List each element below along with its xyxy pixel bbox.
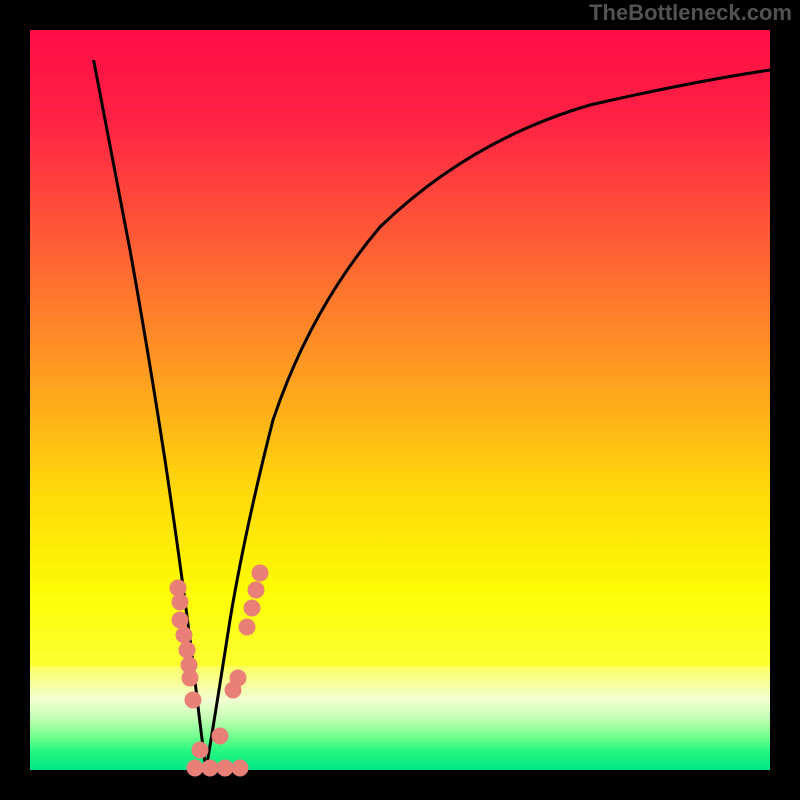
watermark-text: TheBottleneck.com: [589, 0, 792, 26]
data-marker: [192, 742, 208, 758]
data-marker: [248, 582, 264, 598]
data-marker: [182, 670, 198, 686]
data-marker: [172, 612, 188, 628]
data-marker: [232, 760, 248, 776]
data-marker: [217, 760, 233, 776]
data-marker: [244, 600, 260, 616]
data-marker: [179, 642, 195, 658]
chart-container: TheBottleneck.com: [0, 0, 800, 800]
data-marker: [230, 670, 246, 686]
yellow-band: [30, 592, 770, 666]
data-marker: [239, 619, 255, 635]
data-marker: [202, 760, 218, 776]
data-marker: [172, 594, 188, 610]
data-marker: [176, 627, 192, 643]
data-marker: [187, 760, 203, 776]
data-marker: [252, 565, 268, 581]
data-marker: [170, 580, 186, 596]
chart-svg: [0, 0, 800, 800]
data-marker: [185, 692, 201, 708]
data-marker: [212, 728, 228, 744]
